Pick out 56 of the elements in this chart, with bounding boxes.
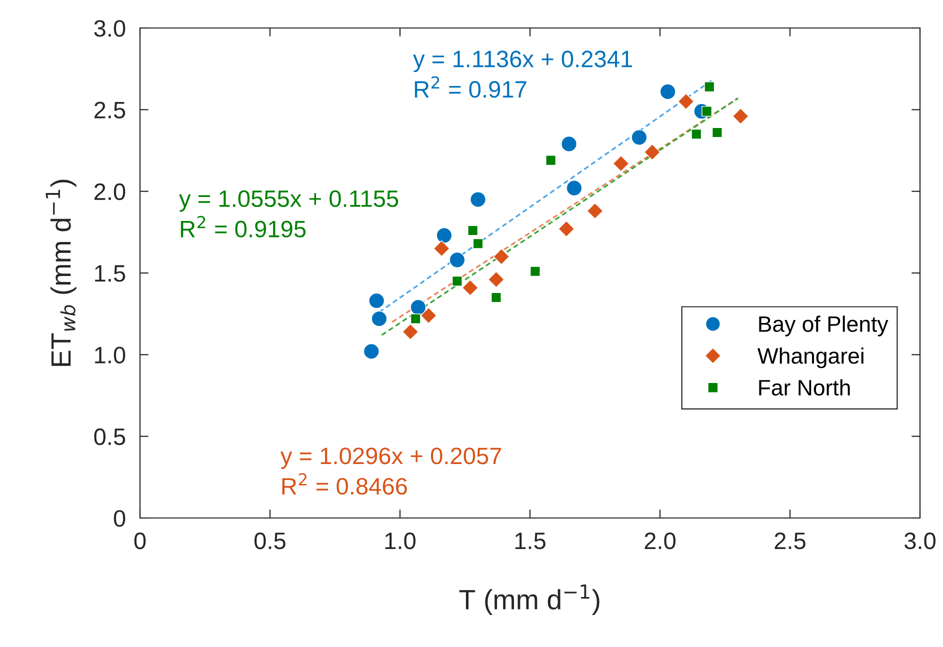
point <box>566 180 582 196</box>
point <box>631 129 648 146</box>
point <box>732 108 749 124</box>
y-tick-label: 1.5 <box>95 265 126 282</box>
point <box>410 314 421 324</box>
y-axis-title: ET$_{wb}$ (mm d$^{−1}$) <box>46 180 76 366</box>
point <box>371 310 388 327</box>
point <box>470 192 486 208</box>
x-tick-label: 1.5 <box>515 532 546 550</box>
y-tick-label: 0 <box>114 510 126 527</box>
point <box>449 252 466 268</box>
point <box>468 225 478 236</box>
x-axis-title: T (mm d$^{−1}$) <box>459 584 600 616</box>
point <box>433 240 450 257</box>
x-tick-label: 2.5 <box>774 532 806 550</box>
legend-label: Far North <box>759 379 850 396</box>
point <box>410 299 426 316</box>
point <box>712 127 722 138</box>
y-tick-label: 0.5 <box>94 428 126 446</box>
x-tick-label: 2.0 <box>644 532 676 550</box>
point <box>561 136 577 152</box>
x-tick-label: 0.5 <box>254 532 286 550</box>
point <box>402 324 419 340</box>
point <box>368 292 385 309</box>
point <box>702 106 712 117</box>
legend-label: Whangarei <box>757 347 864 368</box>
point <box>644 144 660 160</box>
point <box>488 271 504 288</box>
point <box>493 248 510 265</box>
y-tick-label: 2.5 <box>94 102 126 118</box>
point <box>530 266 540 277</box>
point <box>420 307 437 324</box>
x-tick-label: 0 <box>134 532 146 550</box>
annotation: y = 1.0296x + 0.2057 R$^{2}$ = 0.8466 <box>280 448 502 495</box>
point <box>546 155 556 166</box>
point <box>472 238 484 249</box>
point <box>586 202 604 220</box>
point <box>660 84 676 100</box>
point <box>691 128 702 140</box>
legend-label: Bay of Plenty <box>759 316 888 336</box>
y-tick-label: 3.0 <box>94 20 126 37</box>
point <box>612 155 630 172</box>
point <box>363 343 380 360</box>
point <box>704 82 715 92</box>
point <box>452 276 462 286</box>
point <box>678 93 694 110</box>
point <box>490 292 502 303</box>
point <box>436 227 452 244</box>
annotation: y = 1.1136x + 0.2341 R$^{2}$ = 0.917 <box>413 50 632 98</box>
x-tick-label: 3.0 <box>904 532 936 550</box>
annotation: y = 1.0555x + 0.1155 R$^{2}$ = 0.9195 <box>179 190 398 238</box>
x-tick-label: 1.0 <box>385 532 416 550</box>
point <box>558 220 575 238</box>
point <box>462 279 478 296</box>
y-tick-label: 2.0 <box>94 183 126 200</box>
y-tick-label: 1.0 <box>95 346 126 364</box>
